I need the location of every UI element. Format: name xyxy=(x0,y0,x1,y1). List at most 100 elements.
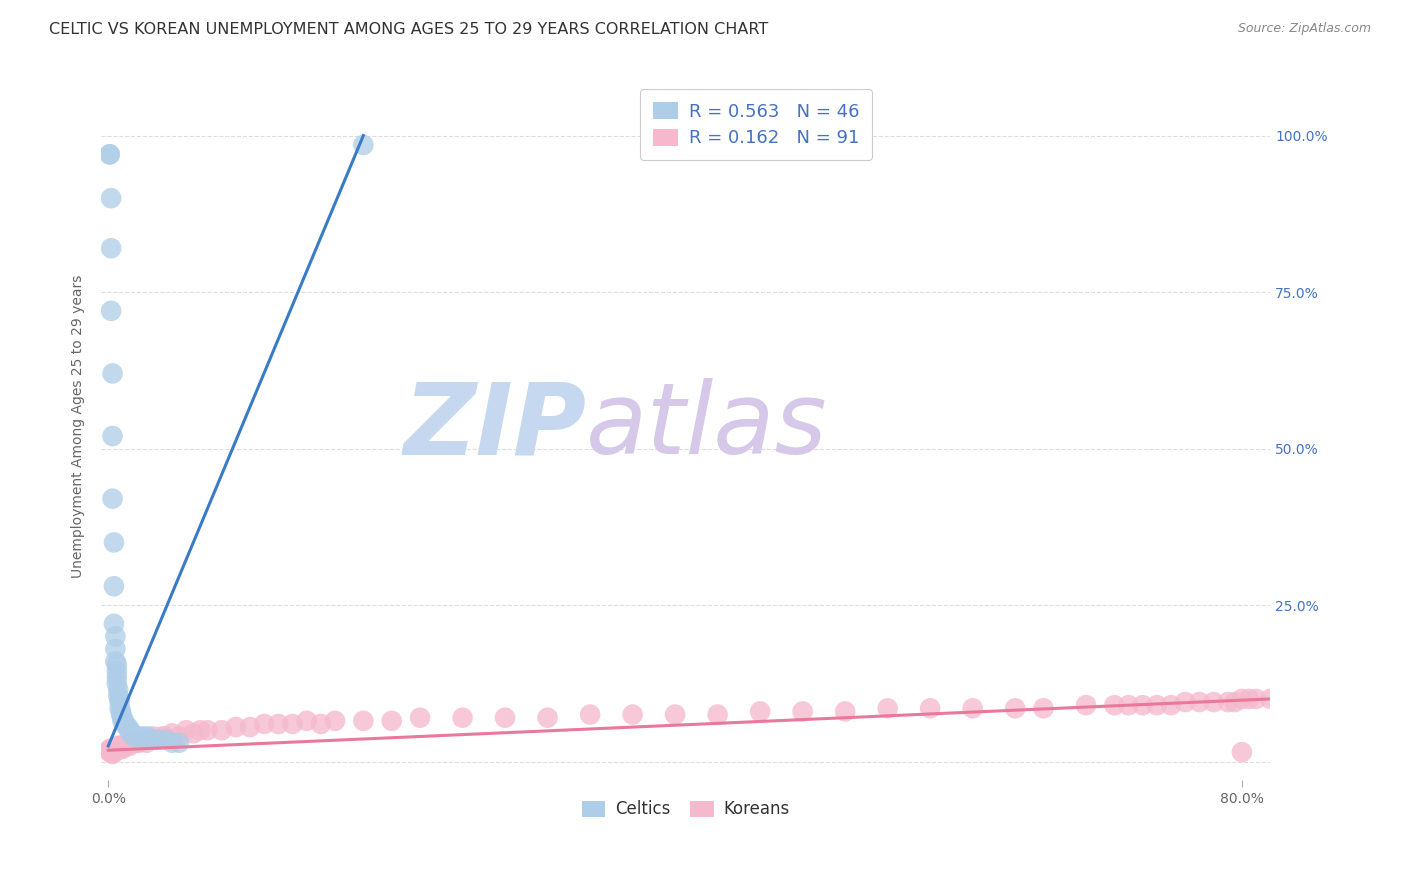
Point xyxy=(295,714,318,728)
Point xyxy=(101,491,124,506)
Point xyxy=(110,707,132,722)
Text: atlas: atlas xyxy=(586,378,828,475)
Point xyxy=(146,732,169,747)
Point xyxy=(114,717,136,731)
Point xyxy=(108,695,131,709)
Y-axis label: Unemployment Among Ages 25 to 29 years: Unemployment Among Ages 25 to 29 years xyxy=(72,275,86,578)
Point xyxy=(121,726,143,740)
Point xyxy=(253,717,276,731)
Point xyxy=(225,720,247,734)
Point xyxy=(128,730,150,744)
Point xyxy=(181,726,204,740)
Point xyxy=(100,241,122,255)
Point xyxy=(104,654,127,668)
Point xyxy=(115,739,138,753)
Point xyxy=(117,720,139,734)
Point xyxy=(536,711,558,725)
Point xyxy=(1202,695,1225,709)
Point xyxy=(111,739,134,753)
Point xyxy=(107,739,129,753)
Point xyxy=(962,701,984,715)
Point xyxy=(1302,723,1324,738)
Point xyxy=(103,745,125,759)
Point xyxy=(118,736,141,750)
Point xyxy=(1223,695,1246,709)
Point xyxy=(153,730,176,744)
Point xyxy=(664,707,686,722)
Point xyxy=(111,711,134,725)
Point xyxy=(146,732,169,747)
Point xyxy=(110,739,132,753)
Point xyxy=(105,670,128,684)
Point xyxy=(98,743,121,757)
Point xyxy=(105,743,128,757)
Point xyxy=(239,720,262,734)
Point xyxy=(122,730,145,744)
Point xyxy=(1258,692,1281,706)
Point xyxy=(101,743,124,757)
Point xyxy=(749,705,772,719)
Point xyxy=(105,676,128,690)
Point xyxy=(1188,695,1211,709)
Point xyxy=(103,743,125,757)
Point xyxy=(101,747,124,761)
Point xyxy=(834,705,856,719)
Point xyxy=(142,730,165,744)
Point xyxy=(197,723,219,738)
Point xyxy=(1174,695,1197,709)
Point xyxy=(128,736,150,750)
Point xyxy=(381,714,404,728)
Text: CELTIC VS KOREAN UNEMPLOYMENT AMONG AGES 25 TO 29 YEARS CORRELATION CHART: CELTIC VS KOREAN UNEMPLOYMENT AMONG AGES… xyxy=(49,22,769,37)
Point xyxy=(107,682,129,697)
Point xyxy=(1074,698,1097,713)
Point xyxy=(110,705,132,719)
Point xyxy=(1146,698,1168,713)
Point xyxy=(920,701,942,715)
Point xyxy=(409,711,432,725)
Point xyxy=(132,732,155,747)
Point xyxy=(579,707,602,722)
Point xyxy=(167,730,190,744)
Point xyxy=(267,717,290,731)
Point xyxy=(98,147,121,161)
Point xyxy=(103,616,125,631)
Text: Source: ZipAtlas.com: Source: ZipAtlas.com xyxy=(1237,22,1371,36)
Point xyxy=(160,736,183,750)
Point xyxy=(1118,698,1140,713)
Point xyxy=(122,736,145,750)
Point xyxy=(281,717,304,731)
Point xyxy=(105,664,128,678)
Point xyxy=(323,714,346,728)
Point xyxy=(1032,701,1054,715)
Point xyxy=(352,714,374,728)
Text: ZIP: ZIP xyxy=(404,378,586,475)
Point xyxy=(100,303,122,318)
Point xyxy=(108,739,131,753)
Point xyxy=(139,732,162,747)
Point xyxy=(1274,660,1296,674)
Point xyxy=(876,701,898,715)
Point xyxy=(1132,698,1154,713)
Point xyxy=(1160,698,1182,713)
Point xyxy=(108,692,131,706)
Point xyxy=(111,714,134,728)
Point xyxy=(100,191,122,205)
Point xyxy=(111,742,134,756)
Point xyxy=(494,711,516,725)
Point xyxy=(104,629,127,643)
Point xyxy=(1237,692,1260,706)
Point xyxy=(98,745,121,759)
Point xyxy=(1230,745,1253,759)
Point xyxy=(190,723,212,738)
Point xyxy=(174,723,197,738)
Point xyxy=(118,739,141,753)
Point xyxy=(100,743,122,757)
Point xyxy=(139,732,162,747)
Point xyxy=(105,657,128,672)
Point xyxy=(104,740,127,755)
Point xyxy=(104,743,127,757)
Point xyxy=(105,740,128,755)
Point xyxy=(1288,701,1310,715)
Point xyxy=(112,739,135,753)
Point xyxy=(120,726,142,740)
